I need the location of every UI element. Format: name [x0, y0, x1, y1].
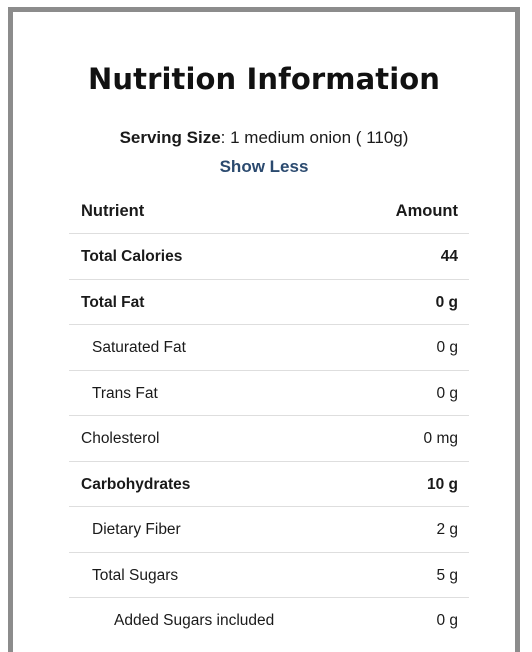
- table-header: Nutrient Amount: [69, 189, 469, 234]
- nutrient-name: Total Sugars: [92, 566, 179, 584]
- nutrient-name: Cholesterol: [81, 430, 160, 447]
- table-row: Trans Fat 0 g: [69, 371, 469, 416]
- table-row: Saturated Fat 0 g: [69, 325, 469, 371]
- nutrient-name: Added Sugars included: [114, 612, 275, 629]
- serving-size-value: 1 medium onion ( 110g): [225, 128, 409, 147]
- nutrient-name: Carbohydrates: [81, 475, 191, 493]
- serving-size-separator: :: [220, 128, 226, 147]
- nutrient-amount: 5 g: [436, 566, 458, 584]
- amount-column-header: Amount: [395, 202, 458, 220]
- table-row: Dietary Fiber 2 g: [69, 507, 469, 553]
- table-row: Total Calories 44: [69, 234, 469, 280]
- nutrient-amount: 0 g: [435, 293, 458, 311]
- nutrition-panel: Nutrition Information Serving Size: 1 me…: [8, 7, 520, 652]
- table-row: Cholesterol 0 mg: [69, 416, 469, 462]
- nutrient-name: Saturated Fat: [92, 339, 186, 356]
- page-title: Nutrition Information: [87, 62, 441, 96]
- nutrient-name: Dietary Fiber: [92, 521, 181, 538]
- serving-size: Serving Size: 1 medium onion ( 110g): [13, 128, 515, 148]
- show-less-link[interactable]: Show Less: [219, 157, 309, 176]
- table-row: Total Fat 0 g: [69, 280, 469, 325]
- nutrient-name: Total Fat: [81, 293, 145, 311]
- serving-size-label: Serving Size: [119, 128, 221, 147]
- table-row: Carbohydrates 10 g: [69, 462, 469, 507]
- table-row: Total Sugars 5 g: [69, 553, 469, 598]
- nutrient-amount: 0 g: [436, 384, 458, 402]
- nutrient-name: Total Calories: [81, 248, 183, 265]
- nutrient-name: Trans Fat: [92, 384, 158, 402]
- nutrient-amount: 0 g: [436, 339, 458, 356]
- nutrient-amount: 10 g: [426, 475, 458, 493]
- nutrient-column-header: Nutrient: [81, 202, 145, 220]
- nutrient-amount: 0 g: [436, 612, 458, 629]
- nutrient-amount: 2 g: [436, 521, 458, 538]
- nutrient-amount: 44: [440, 248, 458, 265]
- nutrient-amount: 0 mg: [423, 430, 458, 447]
- nutrition-table: Nutrient Amount Total Calories 44 Total …: [69, 189, 469, 644]
- table-row: Added Sugars included 0 g: [69, 598, 469, 644]
